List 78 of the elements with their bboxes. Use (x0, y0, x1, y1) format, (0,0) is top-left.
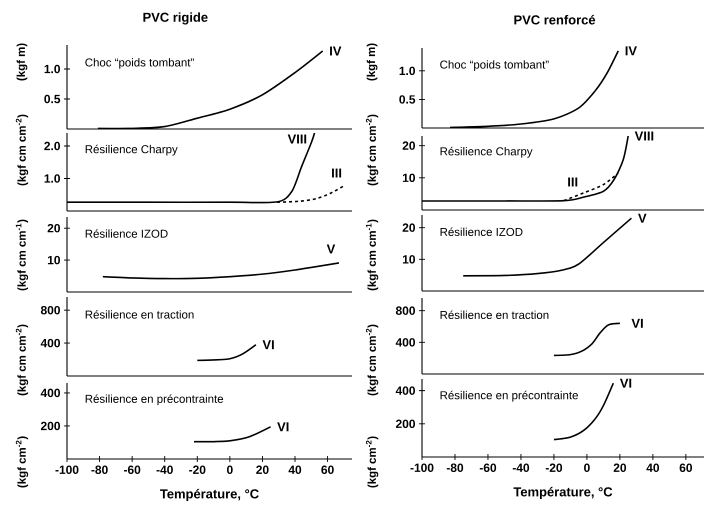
series-label: VIII (288, 134, 306, 144)
series-label: VIII (634, 132, 654, 140)
text: Résilience Charpy (440, 146, 533, 158)
y-tick-label: 1.0 (44, 174, 60, 183)
y-tick-label: 400 (40, 338, 60, 348)
x-tick-label: -20 (546, 464, 562, 472)
y-tick-label: 800 (40, 306, 60, 314)
y-axis-title: (kgf cm$^{-2}$) (366, 436, 378, 488)
series-label: VI (632, 318, 643, 328)
x-tick-label: 0 (227, 466, 233, 474)
y-axis-title: (kgf cm cm$^{-2}$) (16, 324, 28, 396)
series-label: IV (330, 46, 342, 56)
y-axis-title: (kgf m) (16, 43, 28, 80)
text: PVC renforcé (514, 14, 596, 24)
x-tick-label: -60 (124, 466, 140, 474)
x-tick-label: 20 (256, 466, 269, 474)
x-tick-label: 40 (288, 466, 302, 474)
text: Choc “poids tombant” (85, 58, 194, 69)
x-tick-label: 20 (614, 464, 626, 472)
x-tick-label: 40 (646, 464, 660, 472)
y-tick-label: 1.0 (400, 66, 415, 76)
x-axis-title: Température, °C (514, 486, 612, 500)
text: PVC rigide (143, 12, 208, 24)
y-axis-title: (kgf m) (366, 43, 378, 81)
x-tick-label: 60 (321, 466, 334, 474)
y-axis-title: (kgf cm cm$^{-1}$) (16, 220, 28, 290)
text: Résilience en précontrainte (86, 394, 224, 406)
series-label: III (568, 178, 578, 186)
text: Résilience IZOD (86, 229, 168, 238)
x-tick-label: -80 (446, 464, 464, 472)
line-series (196, 344, 257, 362)
line-series (102, 262, 340, 280)
series-label: VI (277, 422, 288, 432)
x-tick-label: -100 (410, 464, 434, 472)
text: Résilience en précontrainte (440, 390, 578, 402)
series-label: VI (620, 378, 632, 388)
text: Résilience IZOD (440, 227, 522, 236)
y-tick-label: 10 (402, 174, 415, 182)
series-label: V (638, 214, 647, 223)
series-label: V (326, 244, 336, 254)
y-axis-title: (kgf cm cm$^{-1}$) (366, 220, 378, 290)
y-tick-label: 10 (48, 256, 60, 264)
x-tick-label: 0 (584, 464, 590, 472)
y-tick-label: 2.0 (44, 142, 60, 150)
x-tick-label: -20 (189, 466, 206, 474)
y-tick-label: 20 (402, 223, 415, 232)
y-axis-title: (kgf cm cm$^{-2}$) (16, 114, 28, 186)
text: Résilience en traction (86, 310, 194, 319)
y-axis-title: (kgf cm$^{-2}$) (16, 436, 28, 488)
y-tick-label: 1.0 (44, 64, 60, 74)
y-tick-label: 400 (396, 386, 415, 395)
y-tick-label: 200 (40, 422, 60, 430)
y-tick-label: 20 (402, 141, 415, 150)
text: Résilience en traction (440, 310, 548, 319)
x-tick-label: 60 (680, 464, 692, 472)
y-tick-label: 0.5 (399, 95, 416, 104)
series-label: III (332, 168, 342, 178)
text: Choc “poids tombant” (440, 60, 549, 71)
text: Résilience Charpy (86, 144, 178, 156)
y-tick-label: 0.5 (44, 94, 60, 104)
x-tick-label: -100 (56, 466, 78, 474)
y-tick-label: 800 (396, 306, 415, 315)
series-label: IV (626, 46, 637, 56)
y-tick-label: 400 (396, 338, 415, 347)
y-axis-title: (kgf cm cm$^{-2}$) (366, 114, 378, 186)
y-tick-label: 10 (402, 255, 415, 264)
x-tick-label: -80 (91, 466, 108, 474)
y-tick-label: 200 (396, 420, 415, 428)
x-axis-title: Température, °C (160, 488, 259, 502)
line-series (553, 322, 621, 356)
x-tick-label: -60 (480, 464, 496, 472)
y-axis-title: (kgf cm cm$^{-2}$) (366, 324, 378, 396)
x-tick-label: -40 (156, 466, 173, 474)
line-series (193, 426, 272, 442)
series-label: VI (262, 340, 274, 350)
y-tick-label: 400 (40, 388, 60, 398)
x-tick-label: -40 (512, 464, 530, 472)
y-tick-label: 20 (48, 224, 60, 232)
